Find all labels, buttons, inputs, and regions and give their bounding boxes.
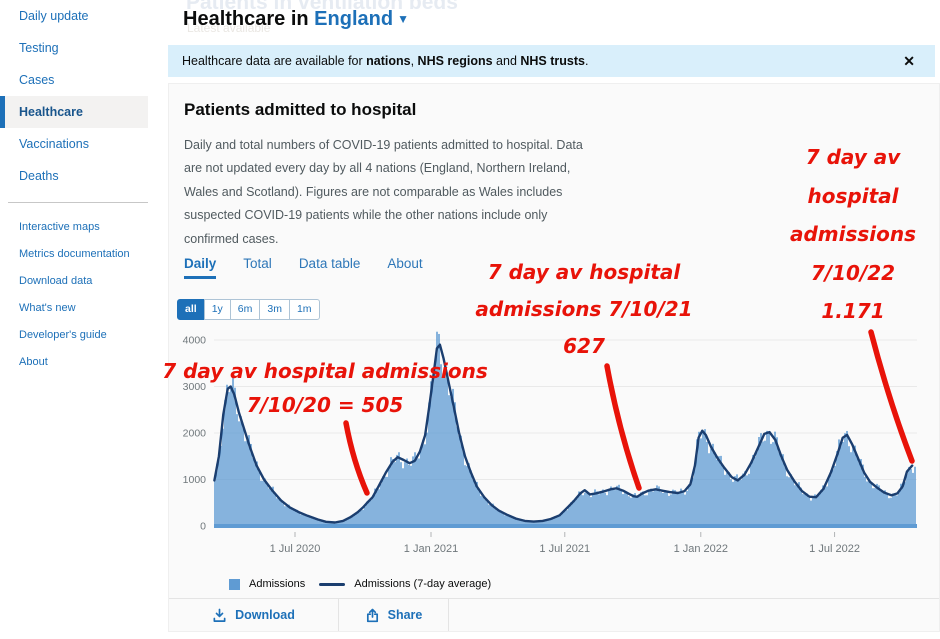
availability-banner: Healthcare data are available for nation… [168, 45, 935, 77]
range-button-all[interactable]: all [177, 299, 205, 320]
tab-daily[interactable]: Daily [184, 256, 217, 279]
card-description: Daily and total numbers of COVID-19 pati… [184, 138, 583, 246]
chart-area: 0 1000 2000 3000 4000 1 Jul 2020 1 Jan 2021 1 J… [169, 331, 940, 571]
tab-about[interactable]: About [387, 256, 423, 271]
sidebar-item-download-data[interactable]: Download data [19, 274, 93, 287]
footer-cell: Share [339, 599, 449, 631]
card-tabs: Daily Total Data table About [184, 256, 423, 279]
share-button[interactable]: Share [365, 608, 423, 623]
ghost-subheading-latest-available: Latest available [187, 21, 271, 35]
time-range-selector: all 1y 6m 3m 1m [177, 299, 320, 320]
sidebar-item-what-s-new[interactable]: What's new [19, 301, 76, 314]
sidebar-item-vaccinations[interactable]: Vaccinations [19, 137, 89, 151]
sidebar-primary-nav: Daily update Testing Cases Healthcare Vaccin… [0, 0, 163, 192]
chart-baseline [214, 524, 917, 528]
range-button-6m[interactable]: 6m [229, 299, 261, 320]
x-axis-label: 1 Jan 2021 [404, 543, 458, 555]
sidebar: Daily update Testing Cases Healthcare Vaccin… [0, 0, 163, 639]
chevron-down-icon[interactable]: ▼ [397, 12, 409, 26]
location-selector[interactable]: England [314, 8, 394, 30]
card-title: Patients admitted to hospital [184, 100, 417, 119]
y-axis-label: 4000 [183, 335, 207, 347]
sidebar-item-healthcare[interactable]: Healthcare [0, 96, 148, 128]
sidebar-item-metrics-documentation[interactable]: Metrics documentation [19, 247, 130, 260]
banner-bold-nhs-trusts: NHS trusts [520, 54, 585, 68]
y-axis-label: 1000 [183, 474, 207, 486]
page-title: Healthcare in England ▼ [183, 8, 409, 31]
range-button-1m[interactable]: 1m [288, 299, 320, 320]
download-button[interactable]: Download [212, 608, 295, 623]
range-button-3m[interactable]: 3m [259, 299, 290, 320]
sidebar-item-deaths[interactable]: Deaths [19, 169, 59, 183]
tab-data-table[interactable]: Data table [298, 256, 361, 271]
legend-item-admissions-7-day-average: Admissions (7-day average) [319, 578, 491, 590]
sidebar-item-testing[interactable]: Testing [19, 41, 59, 55]
banner-text: Healthcare data are available for nation… [182, 54, 589, 68]
admissions-card: Patients admitted to hospital Daily and … [168, 83, 940, 632]
sidebar-divider [8, 202, 148, 203]
y-axis-label: 2000 [183, 428, 207, 440]
banner-bold-nations: nations [366, 54, 411, 68]
x-axis-label: 1 Jul 2020 [270, 543, 321, 555]
footer-button-label: Download [235, 608, 295, 622]
download-icon [212, 608, 227, 623]
legend-label: Admissions (7-day average) [354, 578, 492, 590]
page-title-prefix: Healthcare in [183, 8, 309, 30]
banner-bold-nhs-regions: NHS regions [417, 54, 493, 68]
sidebar-secondary-nav: Interactive maps Metrics documentation Dow… [0, 213, 163, 375]
legend-label: Admissions [249, 578, 306, 590]
seven-day-average-line [213, 343, 914, 524]
sidebar-item-daily-update[interactable]: Daily update [19, 9, 89, 23]
admissions-bars [214, 331, 916, 526]
chart-legend: Admissions Admissions (7-day average) [229, 578, 491, 590]
close-icon[interactable]: ✕ [897, 51, 921, 72]
legend-item-admissions: Admissions [229, 578, 305, 590]
tab-total[interactable]: Total [243, 256, 272, 271]
y-axis-label: 0 [200, 521, 206, 533]
x-axis-label: 1 Jul 2021 [539, 543, 590, 555]
line-swatch-icon [319, 582, 346, 586]
bar-swatch-icon [229, 578, 240, 590]
sidebar-item-cases[interactable]: Cases [19, 73, 55, 87]
admissions-chart[interactable]: 0 1000 2000 3000 4000 1 Jul 2020 1 Jan 2021 1 J… [169, 331, 940, 571]
footer-button-label: Share [387, 608, 423, 622]
range-button-1y[interactable]: 1y [203, 299, 231, 320]
y-axis-label: 3000 [183, 381, 207, 393]
x-axis-label: 1 Jan 2022 [674, 543, 728, 555]
sidebar-item-about[interactable]: About [19, 355, 48, 368]
share-icon [365, 608, 380, 623]
footer-cell: Download [169, 599, 339, 631]
sidebar-item-developer-s-guide[interactable]: Developer's guide [19, 328, 107, 341]
card-footer: Download Share [169, 598, 939, 631]
ghost-heading-ventilation-beds: Patients in ventilation beds [186, 0, 458, 14]
x-axis-label: 1 Jul 2022 [809, 543, 860, 555]
sidebar-item-interactive-maps[interactable]: Interactive maps [19, 220, 100, 233]
